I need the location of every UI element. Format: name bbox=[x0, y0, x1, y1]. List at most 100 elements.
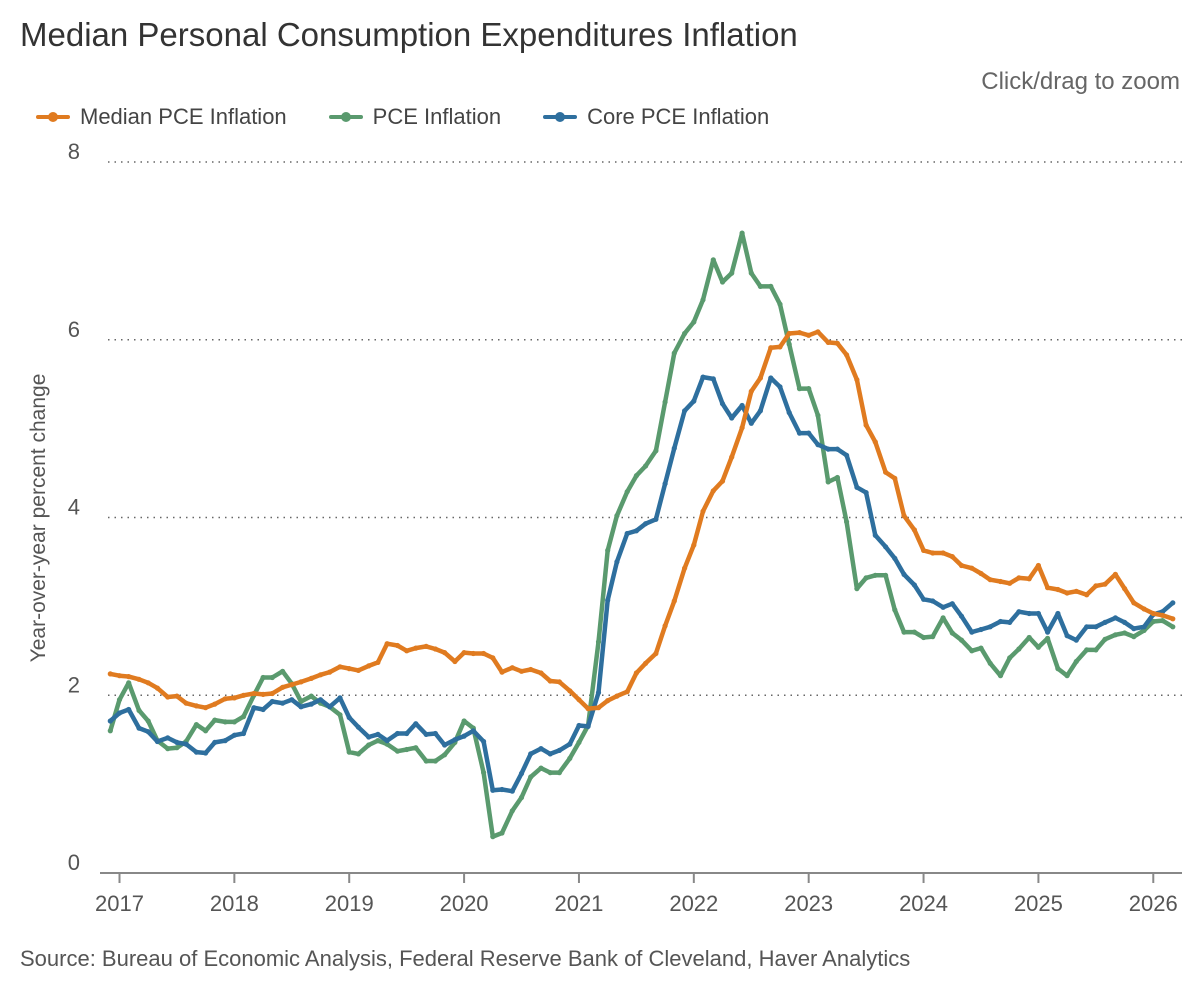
point-pce[interactable] bbox=[528, 774, 534, 780]
point-pce[interactable] bbox=[576, 739, 582, 746]
point-median[interactable] bbox=[567, 688, 573, 694]
point-median[interactable] bbox=[212, 701, 218, 707]
point-core[interactable] bbox=[653, 516, 659, 522]
point-median[interactable] bbox=[1122, 586, 1128, 592]
point-pce[interactable] bbox=[901, 629, 907, 635]
point-pce[interactable] bbox=[404, 746, 410, 753]
point-median[interactable] bbox=[470, 650, 476, 657]
point-median[interactable] bbox=[1112, 571, 1118, 578]
point-core[interactable] bbox=[854, 484, 860, 490]
point-pce[interactable] bbox=[1150, 618, 1156, 625]
point-pce[interactable] bbox=[499, 830, 505, 836]
point-pce[interactable] bbox=[614, 513, 620, 519]
series-median[interactable] bbox=[107, 329, 1176, 712]
point-median[interactable] bbox=[768, 345, 774, 351]
point-pce[interactable] bbox=[1045, 635, 1051, 642]
series-line-pce[interactable] bbox=[108, 230, 1176, 839]
point-median[interactable] bbox=[231, 695, 237, 701]
point-median[interactable] bbox=[1170, 616, 1176, 622]
point-core[interactable] bbox=[1073, 637, 1079, 643]
point-core[interactable] bbox=[883, 544, 889, 550]
point-median[interactable] bbox=[452, 658, 458, 665]
point-core[interactable] bbox=[317, 697, 324, 703]
point-core[interactable] bbox=[366, 734, 372, 740]
point-median[interactable] bbox=[327, 669, 333, 675]
point-core[interactable] bbox=[452, 737, 458, 743]
point-core[interactable] bbox=[825, 446, 831, 452]
point-pce[interactable] bbox=[481, 770, 487, 776]
point-core[interactable] bbox=[844, 452, 850, 458]
point-pce[interactable] bbox=[911, 629, 918, 635]
point-core[interactable] bbox=[509, 788, 515, 794]
point-median[interactable] bbox=[1141, 606, 1147, 612]
point-core[interactable] bbox=[1084, 624, 1090, 630]
point-pce[interactable] bbox=[653, 448, 659, 454]
point-core[interactable] bbox=[576, 722, 582, 729]
point-core[interactable] bbox=[481, 738, 487, 745]
point-pce[interactable] bbox=[509, 808, 515, 814]
point-pce[interactable] bbox=[165, 746, 171, 752]
point-median[interactable] bbox=[633, 670, 640, 676]
point-pce[interactable] bbox=[757, 283, 764, 289]
point-core[interactable] bbox=[174, 739, 180, 746]
point-core[interactable] bbox=[605, 597, 611, 603]
point-median[interactable] bbox=[844, 352, 850, 358]
point-pce[interactable] bbox=[643, 463, 649, 469]
point-median[interactable] bbox=[958, 562, 965, 569]
point-core[interactable] bbox=[547, 751, 553, 757]
point-median[interactable] bbox=[442, 650, 448, 656]
point-pce[interactable] bbox=[729, 270, 735, 276]
point-core[interactable] bbox=[624, 530, 630, 537]
series-line-core[interactable] bbox=[108, 374, 1176, 794]
point-median[interactable] bbox=[174, 693, 180, 699]
point-median[interactable] bbox=[921, 547, 927, 554]
point-core[interactable] bbox=[231, 732, 237, 738]
point-pce[interactable] bbox=[298, 698, 304, 705]
point-pce[interactable] bbox=[987, 660, 993, 666]
point-median[interactable] bbox=[777, 344, 783, 350]
point-median[interactable] bbox=[1026, 576, 1032, 582]
point-median[interactable] bbox=[165, 694, 171, 700]
point-median[interactable] bbox=[490, 655, 496, 661]
point-median[interactable] bbox=[366, 663, 372, 669]
point-median[interactable] bbox=[317, 672, 324, 678]
point-core[interactable] bbox=[643, 521, 649, 527]
point-core[interactable] bbox=[346, 714, 352, 721]
point-pce[interactable] bbox=[863, 575, 869, 581]
point-median[interactable] bbox=[269, 690, 275, 697]
point-core[interactable] bbox=[911, 582, 918, 588]
legend-item-core[interactable]: Core PCE Inflation bbox=[543, 104, 769, 130]
point-core[interactable] bbox=[796, 430, 803, 436]
point-median[interactable] bbox=[997, 578, 1004, 585]
point-median[interactable] bbox=[1131, 600, 1137, 606]
point-core[interactable] bbox=[786, 410, 792, 416]
point-pce[interactable] bbox=[710, 257, 716, 263]
point-core[interactable] bbox=[815, 442, 821, 448]
point-core[interactable] bbox=[930, 598, 936, 604]
point-pce[interactable] bbox=[662, 399, 668, 405]
point-pce[interactable] bbox=[394, 748, 401, 754]
point-core[interactable] bbox=[423, 731, 429, 738]
point-pce[interactable] bbox=[739, 230, 745, 236]
point-median[interactable] bbox=[863, 422, 869, 428]
point-pce[interactable] bbox=[1093, 647, 1099, 653]
point-median[interactable] bbox=[1016, 575, 1022, 581]
point-pce[interactable] bbox=[1084, 647, 1090, 653]
point-pce[interactable] bbox=[1035, 644, 1041, 650]
point-median[interactable] bbox=[883, 469, 889, 475]
point-core[interactable] bbox=[375, 731, 381, 738]
point-pce[interactable] bbox=[346, 749, 352, 755]
point-core[interactable] bbox=[710, 376, 716, 382]
point-median[interactable] bbox=[757, 375, 764, 381]
point-median[interactable] bbox=[528, 666, 534, 673]
point-median[interactable] bbox=[786, 330, 792, 337]
point-median[interactable] bbox=[556, 679, 563, 685]
point-core[interactable] bbox=[921, 596, 927, 602]
point-pce[interactable] bbox=[490, 834, 496, 840]
point-core[interactable] bbox=[251, 705, 257, 711]
point-pce[interactable] bbox=[834, 474, 841, 481]
point-core[interactable] bbox=[107, 718, 113, 724]
point-pce[interactable] bbox=[921, 634, 927, 641]
point-median[interactable] bbox=[136, 676, 142, 682]
point-median[interactable] bbox=[1064, 590, 1070, 596]
